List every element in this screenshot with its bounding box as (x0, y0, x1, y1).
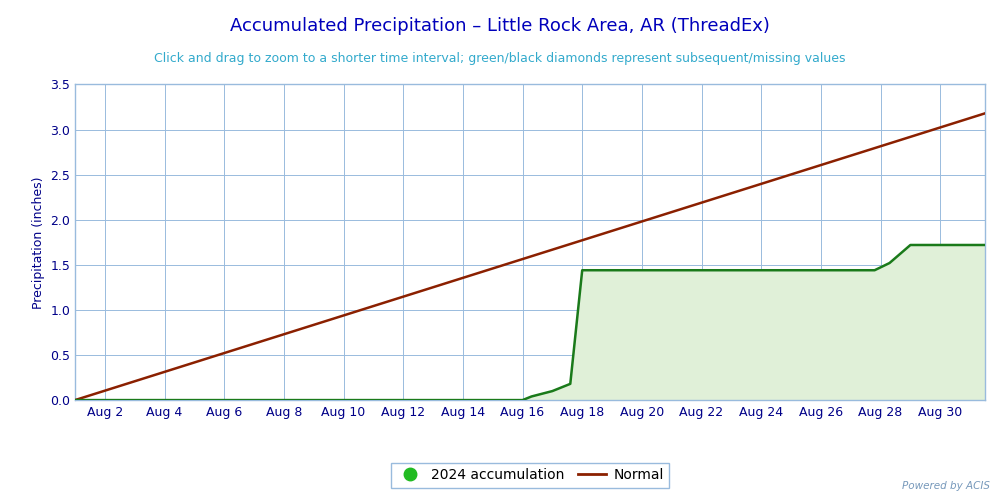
Text: Accumulated Precipitation – Little Rock Area, AR (ThreadEx): Accumulated Precipitation – Little Rock … (230, 17, 770, 35)
Text: Powered by ACIS: Powered by ACIS (902, 481, 990, 491)
Legend: 2024 accumulation, Normal: 2024 accumulation, Normal (391, 463, 669, 488)
Text: Click and drag to zoom to a shorter time interval; green/black diamonds represen: Click and drag to zoom to a shorter time… (154, 52, 846, 65)
Y-axis label: Precipitation (inches): Precipitation (inches) (32, 176, 45, 309)
